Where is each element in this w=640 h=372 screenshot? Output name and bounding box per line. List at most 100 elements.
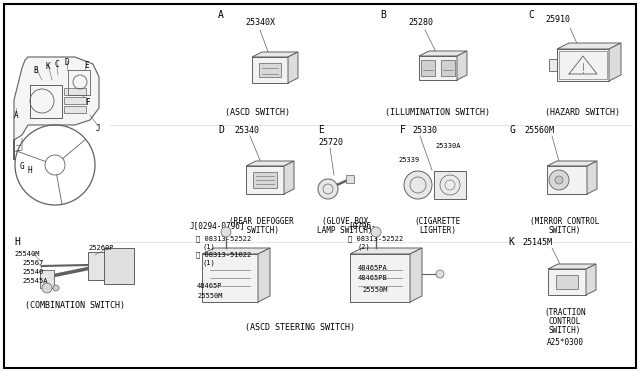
Text: 25330: 25330 bbox=[412, 126, 437, 135]
Bar bbox=[548, 269, 586, 295]
Text: 25567: 25567 bbox=[22, 260, 44, 266]
Text: 25280: 25280 bbox=[408, 18, 433, 27]
Text: SWITCH): SWITCH) bbox=[549, 326, 581, 335]
Text: 25560M: 25560M bbox=[524, 126, 554, 135]
Bar bbox=[557, 49, 609, 81]
Text: Ⓢ 08313-51022: Ⓢ 08313-51022 bbox=[196, 251, 252, 257]
Circle shape bbox=[404, 171, 432, 199]
Polygon shape bbox=[350, 248, 422, 254]
Polygon shape bbox=[586, 264, 596, 295]
Text: (1): (1) bbox=[202, 259, 215, 266]
Bar bbox=[64, 106, 86, 113]
Bar bbox=[556, 275, 578, 289]
Bar bbox=[259, 63, 281, 77]
Text: 48465PB: 48465PB bbox=[358, 275, 388, 281]
Bar bbox=[64, 88, 86, 95]
Text: C: C bbox=[528, 10, 534, 20]
Circle shape bbox=[221, 227, 231, 237]
Polygon shape bbox=[457, 51, 467, 80]
Text: (MIRROR CONTROL: (MIRROR CONTROL bbox=[531, 217, 600, 226]
Polygon shape bbox=[587, 161, 597, 194]
Text: 25340X: 25340X bbox=[245, 18, 275, 27]
Text: K: K bbox=[508, 237, 514, 247]
Bar bbox=[88, 252, 126, 280]
Polygon shape bbox=[419, 51, 467, 56]
Bar bbox=[559, 51, 607, 79]
Polygon shape bbox=[548, 264, 596, 269]
Bar bbox=[350, 254, 410, 302]
Polygon shape bbox=[202, 248, 270, 254]
Text: 25540M: 25540M bbox=[14, 251, 40, 257]
Text: LAMP SWITCH): LAMP SWITCH) bbox=[317, 226, 372, 235]
Text: (GLOVE BOX: (GLOVE BOX bbox=[322, 217, 368, 226]
Text: (1): (1) bbox=[202, 243, 215, 250]
Text: 25339: 25339 bbox=[398, 157, 419, 163]
Bar bbox=[253, 172, 277, 188]
Polygon shape bbox=[246, 161, 294, 166]
Text: J[0294-0796]: J[0294-0796] bbox=[190, 221, 246, 230]
Circle shape bbox=[42, 283, 52, 293]
Text: (ASCD STEERING SWITCH): (ASCD STEERING SWITCH) bbox=[245, 323, 355, 332]
Text: (COMBINATION SWITCH): (COMBINATION SWITCH) bbox=[25, 301, 125, 310]
Polygon shape bbox=[609, 43, 621, 81]
Bar bbox=[549, 59, 557, 71]
Text: 25910: 25910 bbox=[545, 15, 570, 24]
Text: B: B bbox=[34, 65, 38, 74]
Text: 48465P: 48465P bbox=[197, 283, 223, 289]
Text: F: F bbox=[400, 125, 406, 135]
Circle shape bbox=[555, 176, 563, 184]
Bar bbox=[104, 248, 134, 284]
Bar bbox=[441, 60, 455, 76]
Text: 25720: 25720 bbox=[318, 138, 343, 147]
Text: 25145M: 25145M bbox=[522, 238, 552, 247]
Bar bbox=[547, 166, 587, 194]
Text: (HAZARD SWITCH): (HAZARD SWITCH) bbox=[545, 108, 621, 117]
Text: A25*0300: A25*0300 bbox=[547, 338, 584, 347]
Text: H: H bbox=[28, 166, 32, 174]
Text: (ASCD SWITCH): (ASCD SWITCH) bbox=[225, 108, 291, 117]
Text: F: F bbox=[84, 97, 90, 106]
Polygon shape bbox=[258, 248, 270, 302]
Bar bbox=[346, 175, 354, 183]
Text: (TRACTION: (TRACTION bbox=[544, 308, 586, 317]
Text: Ⓢ 08313-52522: Ⓢ 08313-52522 bbox=[348, 235, 403, 241]
Bar bbox=[246, 166, 284, 194]
Text: 25340: 25340 bbox=[234, 126, 259, 135]
Text: K: K bbox=[45, 61, 51, 71]
Bar bbox=[252, 57, 288, 83]
Bar bbox=[421, 60, 435, 76]
Text: 48465PA: 48465PA bbox=[358, 265, 388, 271]
Text: C: C bbox=[54, 60, 60, 68]
Text: (2): (2) bbox=[358, 243, 371, 250]
Text: SWITCH): SWITCH) bbox=[549, 226, 581, 235]
Text: LIGHTER): LIGHTER) bbox=[419, 226, 456, 235]
Polygon shape bbox=[284, 161, 294, 194]
Text: H: H bbox=[14, 237, 20, 247]
Circle shape bbox=[371, 227, 381, 237]
Text: 25550M: 25550M bbox=[362, 287, 387, 293]
Polygon shape bbox=[252, 52, 298, 57]
Circle shape bbox=[436, 270, 444, 278]
Text: Ⓢ 08313-52522: Ⓢ 08313-52522 bbox=[196, 235, 252, 241]
Polygon shape bbox=[14, 57, 99, 160]
Text: [0796-: [0796- bbox=[348, 221, 376, 230]
Text: (REAR DEFOGGER: (REAR DEFOGGER bbox=[228, 217, 293, 226]
Text: 25545A: 25545A bbox=[22, 278, 47, 284]
Text: SWITCH): SWITCH) bbox=[243, 226, 280, 235]
Polygon shape bbox=[557, 43, 621, 49]
Bar bbox=[434, 171, 466, 199]
Text: E: E bbox=[318, 125, 324, 135]
Circle shape bbox=[549, 170, 569, 190]
Text: (CIGARETTE: (CIGARETTE bbox=[415, 217, 461, 226]
Bar bbox=[64, 97, 86, 104]
Polygon shape bbox=[547, 161, 597, 166]
Text: A: A bbox=[218, 10, 224, 20]
Text: G: G bbox=[510, 125, 516, 135]
Polygon shape bbox=[410, 248, 422, 302]
Bar bbox=[40, 270, 54, 288]
Text: B: B bbox=[380, 10, 386, 20]
Text: G: G bbox=[20, 161, 24, 170]
Text: 25550M: 25550M bbox=[197, 293, 223, 299]
Text: 25260P: 25260P bbox=[88, 245, 113, 251]
Text: J: J bbox=[96, 124, 100, 132]
